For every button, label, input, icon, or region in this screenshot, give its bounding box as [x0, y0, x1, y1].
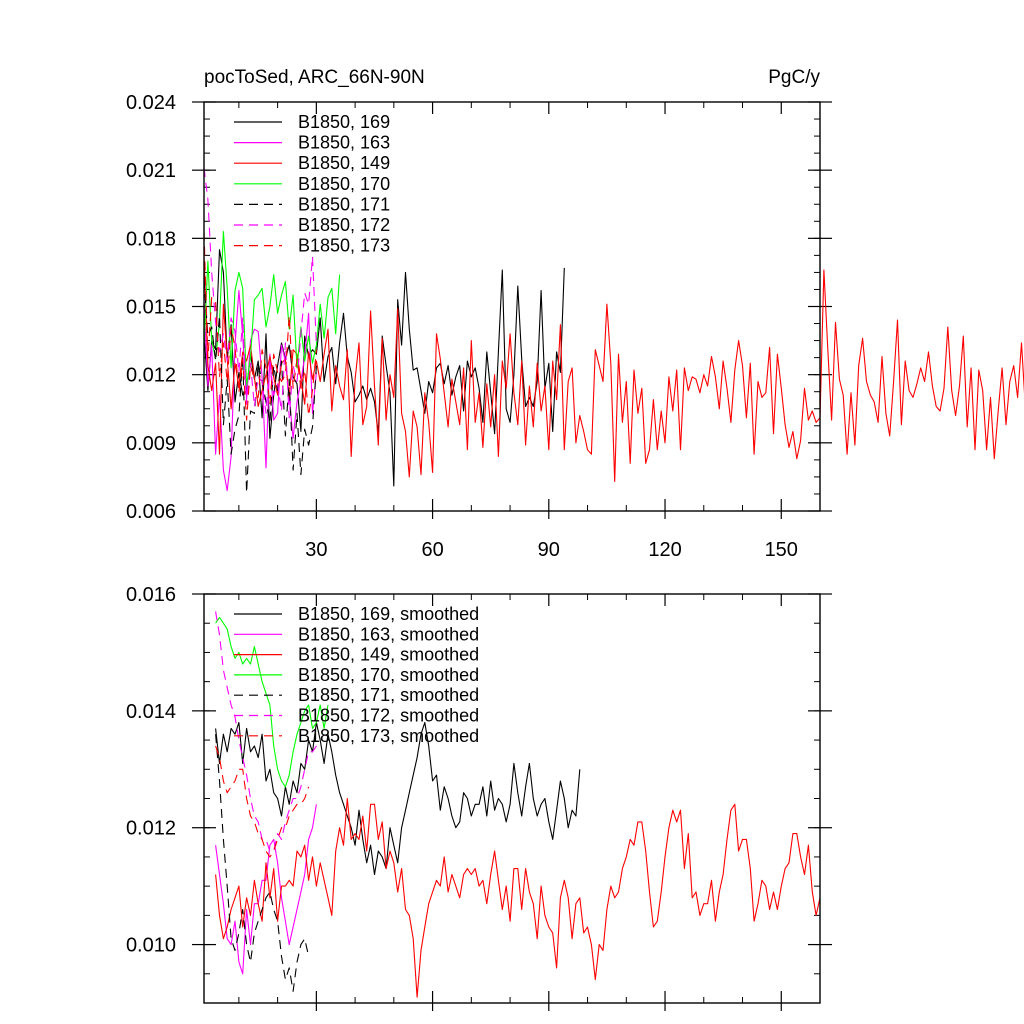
y-tick-label: 0.014 — [126, 701, 176, 723]
series-line — [215, 745, 310, 858]
x-tick-label: 150 — [765, 539, 798, 561]
legend-label: B1850, 169 — [298, 112, 390, 132]
y-tick-label: 0.016 — [126, 584, 176, 606]
legend-label: B1850, 172, smoothed — [298, 706, 479, 726]
top-panel: pocToSed, ARC_66N-90N PgC/y 30 60 90 120 150… — [126, 67, 1024, 561]
x-tick-label: 120 — [648, 539, 681, 561]
legend-label: B1850, 173, smoothed — [298, 726, 479, 746]
series-line — [203, 230, 341, 387]
legend-label: B1850, 149, smoothed — [298, 645, 479, 665]
top-series-lines — [203, 167, 1024, 494]
legend-label: B1850, 163, smoothed — [298, 624, 479, 644]
legend-label: B1850, 172 — [298, 215, 390, 235]
legend-label: B1850, 171, smoothed — [298, 685, 479, 705]
series-line — [215, 734, 310, 992]
bottom-panel: 0.010 0.012 0.014 0.016 B1850, 169, smoothe… — [126, 584, 832, 1011]
bottom-series-lines — [215, 611, 821, 998]
chart-title: pocToSed, ARC_66N-90N — [204, 67, 425, 88]
legend-label: B1850, 170 — [298, 174, 390, 194]
top-plot-frame — [203, 101, 821, 512]
y-tick-label: 0.018 — [126, 228, 176, 250]
series-line — [215, 797, 821, 998]
x-tick-label: 90 — [538, 539, 560, 561]
series-line — [203, 279, 317, 494]
units-label: PgC/y — [768, 67, 820, 88]
y-tick-label: 0.009 — [126, 433, 176, 455]
series-line — [203, 290, 317, 492]
legend-label: B1850, 163 — [298, 133, 390, 153]
y-tick-label: 0.012 — [126, 818, 176, 840]
series-line — [203, 256, 1024, 483]
legend-label: B1850, 170, smoothed — [298, 665, 479, 685]
x-tick-label: 30 — [305, 539, 327, 561]
series-line — [215, 721, 581, 876]
y-tick-label: 0.021 — [126, 160, 176, 182]
series-line — [215, 616, 329, 788]
series-line — [203, 249, 565, 487]
x-tick-label: 60 — [421, 539, 443, 561]
bottom-axes: 0.010 0.012 0.014 0.016 — [126, 584, 832, 1011]
y-tick-label: 0.024 — [126, 92, 176, 114]
y-tick-label: 0.010 — [126, 935, 176, 957]
legend-label: B1850, 149 — [298, 153, 390, 173]
y-tick-label: 0.012 — [126, 365, 176, 387]
legend-label: B1850, 171 — [298, 194, 390, 214]
legend-label: B1850, 173 — [298, 236, 390, 256]
series-line — [215, 804, 317, 975]
bottom-plot-frame — [203, 593, 821, 1004]
series-line — [215, 611, 317, 852]
legend-label: B1850, 169, smoothed — [298, 604, 479, 624]
y-tick-label: 0.015 — [126, 297, 176, 319]
y-tick-label: 0.006 — [126, 501, 176, 523]
